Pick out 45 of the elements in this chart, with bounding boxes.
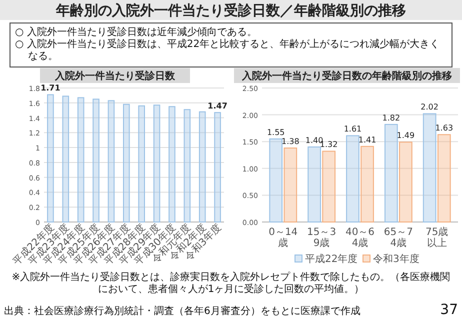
x-tick-label: 65～74歳 — [384, 227, 413, 249]
bar — [422, 113, 436, 222]
bar — [198, 111, 206, 222]
bar — [138, 105, 145, 222]
text: 37 — [440, 302, 458, 318]
text: 年齢別の入院外一件当たり受診日数／年齢階級別の推移 — [55, 2, 406, 19]
data-label: 1.61 — [344, 124, 362, 134]
bar — [284, 148, 298, 222]
bar — [322, 150, 336, 222]
data-label: 2.02 — [420, 102, 438, 112]
bar — [346, 135, 360, 222]
text: ○ 入院外一件当たり受診日数は、平成22年と比較すると、年齢が上がるにつれ減少幅が大きくなる。 — [15, 38, 440, 62]
bar — [437, 134, 451, 222]
bar — [62, 96, 70, 222]
bar — [108, 100, 115, 222]
bar — [269, 138, 283, 222]
x-tick-label: 40～64歳 — [345, 227, 375, 249]
data-label: 1.38 — [282, 137, 300, 146]
chart-title: 入院外一件当たり受診日数 — [54, 70, 176, 82]
data-label: 1.55 — [266, 128, 285, 137]
data-label: 1.49 — [396, 131, 415, 140]
bar — [47, 94, 54, 222]
x-tick-label: 75歳以上 — [425, 226, 448, 249]
data-label: 1.71 — [40, 84, 61, 93]
data-label: 1.63 — [435, 124, 454, 133]
bar — [153, 104, 160, 222]
bar — [123, 104, 130, 222]
x-tick-label: 0～14歳 — [268, 227, 298, 249]
text: ○ 入院外一件当たり受診日数は近年減少傾向である。 — [15, 26, 257, 38]
bar — [360, 146, 374, 222]
data-label: 1.82 — [382, 113, 400, 122]
data-label: 1.41 — [358, 135, 376, 144]
bar — [214, 112, 221, 222]
bar — [92, 98, 100, 222]
bar — [184, 109, 191, 222]
data-label: 1.47 — [208, 102, 228, 111]
x-tick-label: 15～39歳 — [307, 227, 336, 249]
bar — [77, 97, 84, 222]
chart-title: 入院外一件当たり受診日数の年齢階級別の推移 — [241, 70, 452, 82]
source-note: 出典：社会医療診療行為別統計・調査（各年6月審査分）をもとに医療課で作成 — [4, 305, 360, 317]
bar — [399, 142, 412, 222]
bar — [308, 146, 321, 222]
bar — [168, 106, 176, 222]
text: ※入院外一件当たり受診日数とは、診療実日数を入院外レセプト件数で除したもの。（各医療機関において、患者個々人が1ヶ月に受診した回数の平均値。） — [12, 271, 450, 295]
bar — [384, 124, 398, 222]
